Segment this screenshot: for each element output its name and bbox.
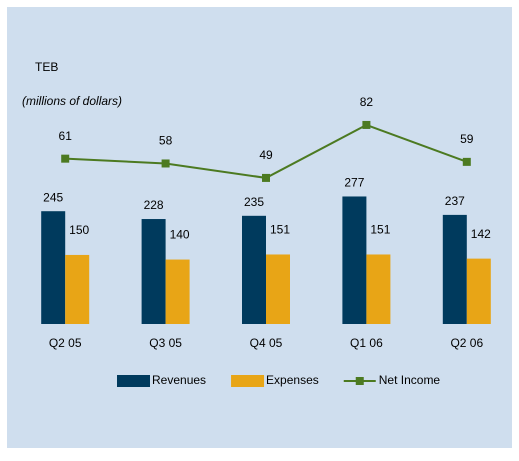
bar [366,254,391,324]
data-label: 150 [69,223,89,237]
chart-subtitle: (millions of dollars) [22,94,122,108]
line-marker [262,173,270,182]
legend-label: Net Income [379,373,441,387]
data-label: 142 [471,227,491,241]
data-label: 228 [144,198,164,212]
legend-label: Revenues [152,373,206,387]
bar [41,211,66,324]
data-label: 59 [460,132,474,146]
x-tick-label: Q2 05 [49,336,82,350]
legend-swatch [355,377,364,385]
legend-swatch [117,375,150,387]
legend-swatch [231,375,265,387]
data-label: 151 [370,223,390,237]
line-marker [462,157,471,166]
legend-label: Expenses [266,373,319,387]
bar [266,254,290,324]
data-label: 82 [360,95,374,109]
data-label: 49 [259,148,273,162]
line-marker [161,159,170,168]
chart-title: TEB [35,60,58,74]
bar [165,259,190,324]
line-marker [61,154,70,163]
bar [65,254,90,324]
bar [342,196,367,324]
bar [141,219,166,324]
bar [242,215,266,324]
data-label: 277 [344,176,364,190]
x-tick-label: Q2 06 [450,336,483,350]
data-label: 140 [170,228,190,242]
x-tick-label: Q4 05 [250,336,283,350]
data-label: 235 [244,195,264,209]
bar [442,214,467,324]
line-marker [362,120,371,129]
data-label: 61 [59,129,73,143]
data-label: 237 [445,194,465,208]
x-tick-label: Q3 05 [149,336,182,350]
bar [466,258,491,324]
x-tick-label: Q1 06 [350,336,383,350]
data-label: 58 [159,134,173,148]
data-label: 151 [270,223,290,237]
data-label: 245 [43,190,63,204]
